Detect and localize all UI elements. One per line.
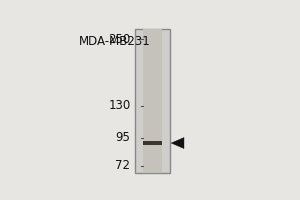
Bar [143, 141, 162, 145]
Polygon shape [171, 138, 184, 149]
Bar [143, 29, 162, 173]
Text: 130: 130 [108, 99, 130, 112]
Bar [135, 29, 170, 173]
Text: 72: 72 [116, 159, 130, 172]
Text: 95: 95 [116, 131, 130, 144]
Text: 250: 250 [108, 33, 130, 46]
Text: MDA-MB231: MDA-MB231 [79, 35, 151, 48]
